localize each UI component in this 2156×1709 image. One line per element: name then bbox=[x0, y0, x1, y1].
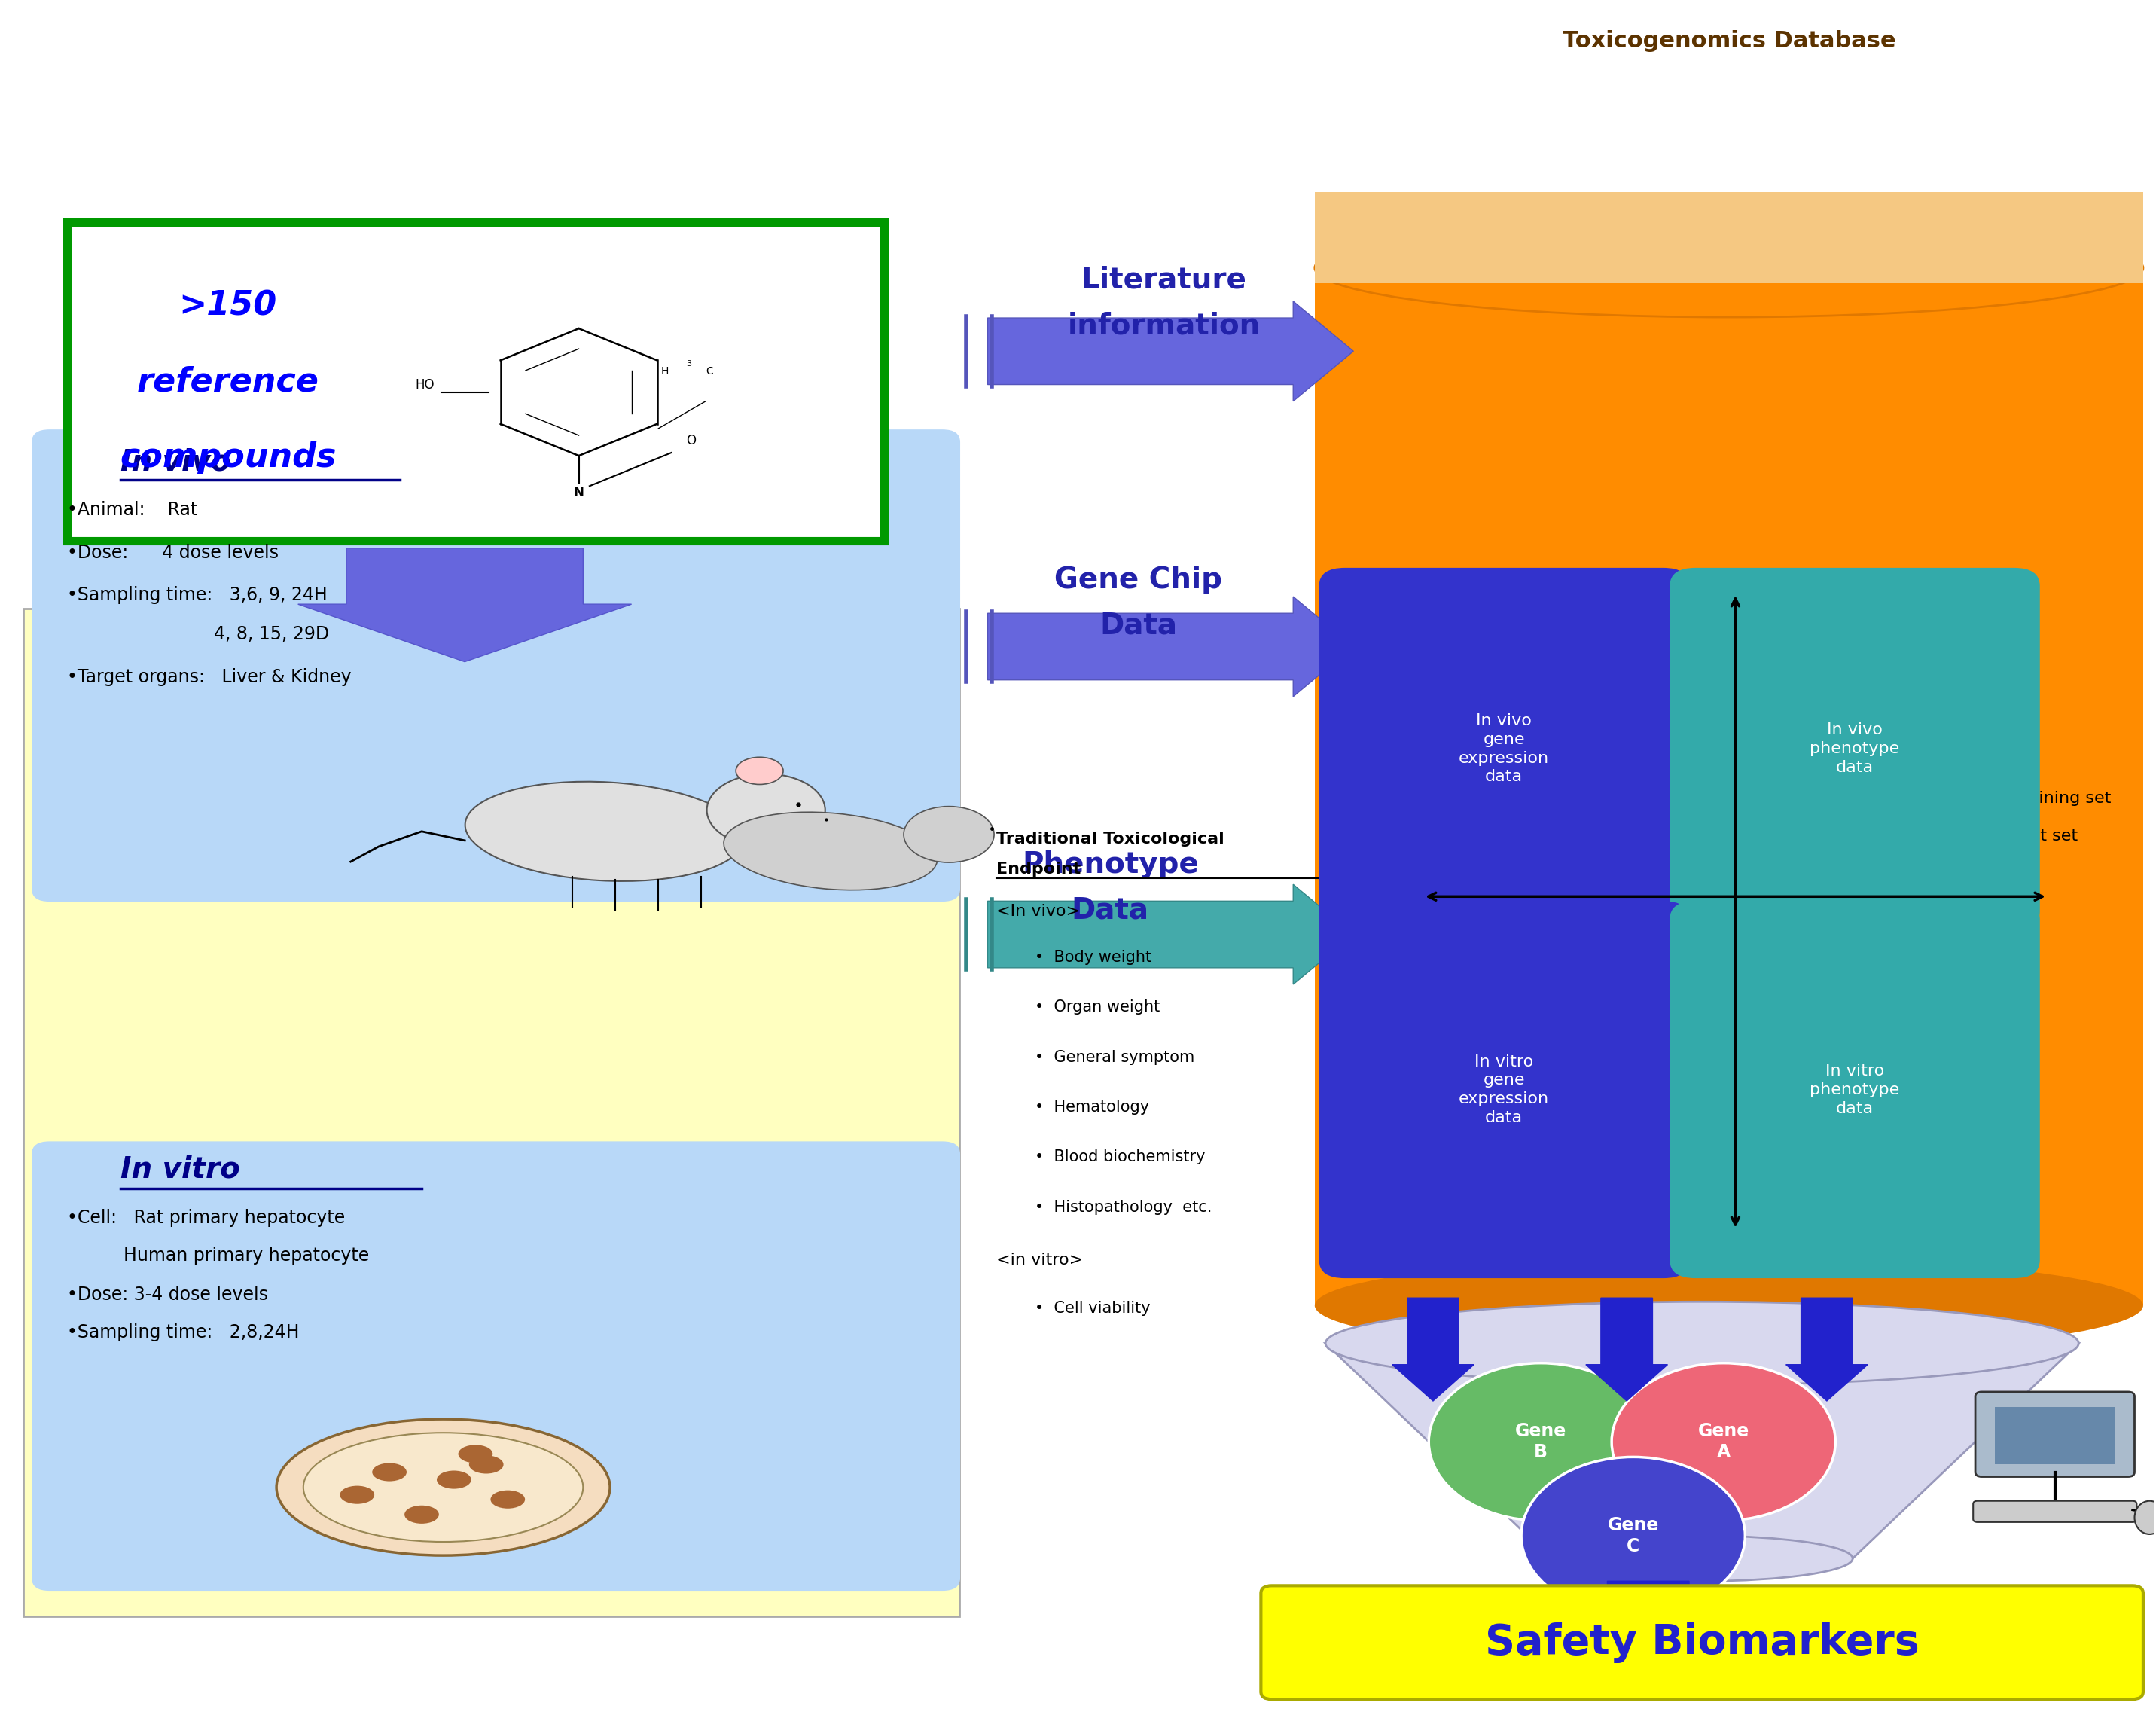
Text: Gene
A: Gene A bbox=[1697, 1422, 1749, 1461]
Ellipse shape bbox=[903, 807, 994, 863]
FancyArrow shape bbox=[1587, 1297, 1667, 1401]
FancyArrow shape bbox=[1589, 1581, 1708, 1654]
Ellipse shape bbox=[1326, 1302, 2078, 1384]
Ellipse shape bbox=[735, 757, 783, 784]
Text: •Sampling time:   3,6, 9, 24H: •Sampling time: 3,6, 9, 24H bbox=[67, 586, 328, 603]
FancyArrow shape bbox=[987, 884, 1354, 984]
Ellipse shape bbox=[466, 781, 744, 882]
Text: C: C bbox=[705, 366, 714, 378]
FancyBboxPatch shape bbox=[1975, 1391, 2134, 1477]
Ellipse shape bbox=[707, 774, 826, 846]
Ellipse shape bbox=[438, 1471, 472, 1489]
Text: •  Hematology: • Hematology bbox=[1035, 1099, 1149, 1114]
FancyBboxPatch shape bbox=[1261, 1586, 2143, 1699]
FancyBboxPatch shape bbox=[24, 608, 959, 1617]
Text: Phenotype: Phenotype bbox=[1022, 851, 1199, 878]
Text: Toxicogenomics Database: Toxicogenomics Database bbox=[1563, 29, 1895, 51]
Ellipse shape bbox=[459, 1444, 494, 1463]
Text: >150: >150 bbox=[179, 289, 278, 321]
FancyArrow shape bbox=[298, 549, 632, 661]
Circle shape bbox=[1613, 1364, 1835, 1521]
Text: In vitro: In vitro bbox=[121, 1155, 239, 1184]
Text: N: N bbox=[573, 485, 584, 499]
Text: HO: HO bbox=[416, 378, 436, 391]
Text: O: O bbox=[686, 434, 696, 448]
Text: reference: reference bbox=[138, 366, 319, 398]
FancyArrow shape bbox=[1393, 1297, 1475, 1401]
Polygon shape bbox=[1326, 1343, 2078, 1559]
Text: In vitro
phenotype
data: In vitro phenotype data bbox=[1809, 1063, 1899, 1116]
Text: In vivo: In vivo bbox=[121, 448, 231, 477]
Text: Gene Chip: Gene Chip bbox=[1054, 566, 1222, 595]
FancyArrow shape bbox=[987, 301, 1354, 402]
Text: •Animal:    Rat: •Animal: Rat bbox=[67, 501, 196, 520]
Bar bbox=[1315, 268, 2143, 1306]
Circle shape bbox=[1522, 1458, 1744, 1615]
Text: In vitro
gene
expression
data: In vitro gene expression data bbox=[1460, 1054, 1550, 1125]
Bar bbox=[1315, 0, 2143, 284]
Text: Test set: Test set bbox=[2014, 829, 2078, 844]
FancyArrow shape bbox=[987, 596, 1354, 697]
Text: •Dose:      4 dose levels: •Dose: 4 dose levels bbox=[67, 543, 278, 562]
Text: In vivo
gene
expression
data: In vivo gene expression data bbox=[1460, 713, 1550, 784]
Text: •  Body weight: • Body weight bbox=[1035, 950, 1151, 964]
Ellipse shape bbox=[405, 1506, 440, 1524]
Text: 3: 3 bbox=[686, 361, 692, 367]
Ellipse shape bbox=[341, 1485, 375, 1504]
Text: Training set: Training set bbox=[2014, 791, 2111, 805]
FancyBboxPatch shape bbox=[1319, 901, 1688, 1278]
Text: •Dose: 3-4 dose levels: •Dose: 3-4 dose levels bbox=[67, 1285, 267, 1304]
Text: compounds: compounds bbox=[121, 441, 336, 473]
Text: •  Blood biochemistry: • Blood biochemistry bbox=[1035, 1150, 1205, 1164]
Ellipse shape bbox=[276, 1418, 610, 1555]
Ellipse shape bbox=[724, 812, 938, 890]
FancyArrow shape bbox=[1785, 1297, 1867, 1401]
Text: •  General symptom: • General symptom bbox=[1035, 1049, 1194, 1065]
Text: Traditional Toxicological: Traditional Toxicological bbox=[996, 832, 1225, 846]
Ellipse shape bbox=[2134, 1501, 2156, 1535]
Ellipse shape bbox=[1315, 219, 2143, 318]
FancyBboxPatch shape bbox=[1994, 1407, 2115, 1465]
Text: Human primary hepatocyte: Human primary hepatocyte bbox=[67, 1246, 369, 1265]
Text: •  Organ weight: • Organ weight bbox=[1035, 1000, 1160, 1015]
Text: In vivo
phenotype
data: In vivo phenotype data bbox=[1809, 723, 1899, 776]
Ellipse shape bbox=[1552, 1536, 1852, 1581]
Circle shape bbox=[1429, 1364, 1651, 1521]
Ellipse shape bbox=[470, 1456, 505, 1473]
Text: Data: Data bbox=[1100, 612, 1177, 639]
FancyBboxPatch shape bbox=[1669, 567, 2040, 930]
Text: <in vitro>: <in vitro> bbox=[996, 1253, 1082, 1268]
Text: •Cell:   Rat primary hepatocyte: •Cell: Rat primary hepatocyte bbox=[67, 1208, 345, 1227]
Text: Literature: Literature bbox=[1082, 265, 1246, 294]
FancyBboxPatch shape bbox=[67, 222, 884, 540]
FancyBboxPatch shape bbox=[32, 1142, 959, 1591]
Text: Gene
C: Gene C bbox=[1608, 1516, 1658, 1555]
Text: •Target organs:   Liver & Kidney: •Target organs: Liver & Kidney bbox=[67, 668, 351, 685]
Text: H: H bbox=[662, 366, 668, 378]
Ellipse shape bbox=[1315, 1256, 2143, 1355]
Text: Data: Data bbox=[1072, 896, 1149, 925]
Text: Safety Biomarkers: Safety Biomarkers bbox=[1485, 1622, 1919, 1663]
FancyBboxPatch shape bbox=[1669, 901, 2040, 1278]
Ellipse shape bbox=[373, 1463, 407, 1482]
Text: Endpoint: Endpoint bbox=[996, 861, 1080, 877]
Text: •  Cell viability: • Cell viability bbox=[1035, 1301, 1151, 1316]
FancyBboxPatch shape bbox=[1973, 1501, 2137, 1523]
Text: information: information bbox=[1067, 311, 1261, 340]
Text: Gene
B: Gene B bbox=[1516, 1422, 1567, 1461]
FancyBboxPatch shape bbox=[1319, 567, 1688, 930]
FancyBboxPatch shape bbox=[32, 431, 959, 901]
Text: •  Histopathology  etc.: • Histopathology etc. bbox=[1035, 1200, 1212, 1215]
Ellipse shape bbox=[492, 1490, 524, 1509]
Text: •Sampling time:   2,8,24H: •Sampling time: 2,8,24H bbox=[67, 1324, 300, 1342]
Ellipse shape bbox=[304, 1432, 582, 1542]
Text: 4, 8, 15, 29D: 4, 8, 15, 29D bbox=[67, 625, 330, 644]
Text: <In vivo>: <In vivo> bbox=[996, 904, 1080, 919]
